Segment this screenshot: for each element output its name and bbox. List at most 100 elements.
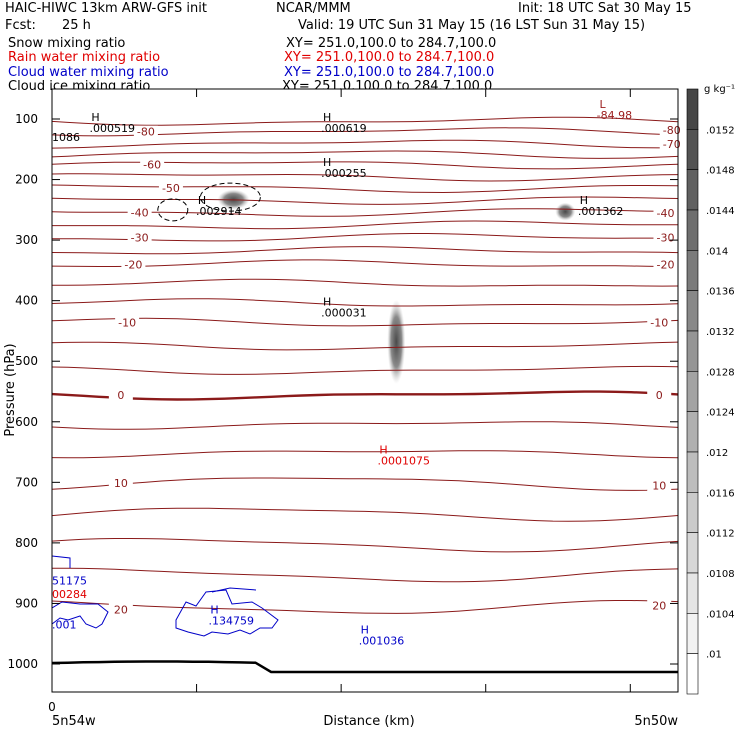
contour-label: 20 [652,599,666,612]
extremum-marker: H [379,443,387,456]
contour-label-bg [647,479,672,492]
temperature-contour [52,567,678,583]
temperature-contour [52,246,678,255]
cloud-water-contours [52,555,279,637]
edge-value-label: 51175 [52,574,87,587]
temperature-contour [52,259,678,268]
temperature-contour [52,116,678,126]
extremum-marker: H [323,296,331,309]
temperature-contour [52,600,678,614]
temperature-contour [52,341,678,351]
contour-label-bg [659,123,684,136]
contour-label: -40 [131,206,149,219]
cloud-ice-contour [199,182,261,212]
extremum-value: -84.98 [597,109,632,122]
contour-label: -70 [663,138,681,151]
extremum-marker: H [323,111,331,124]
forecast-label: Fcst: [5,18,36,33]
temperature-contour [52,208,678,217]
contour-label: 10 [114,477,128,490]
temperature-contour [52,233,678,242]
contour-label-bg [108,476,133,489]
extremum-value: .134759 [209,615,255,628]
valid-time: Valid: 19 UTC Sun 31 May 15 (16 LST Sun … [298,18,646,33]
y-tick-label: 200 [15,173,38,187]
colorbar-tick-label: .01 [706,650,722,661]
y-axis-label: Pressure (hPa) [3,343,18,436]
extremum-value: .0001075 [378,454,431,467]
y-tick-label: 400 [15,294,38,308]
plot-area [52,89,678,692]
contour-label-bg [647,389,672,402]
y-tick-label: 800 [15,536,38,550]
cloud-water-contour [52,555,71,568]
cloud-ice-contour [157,198,189,222]
colorbar-tick-label: .0144 [706,206,735,217]
colorbar-swatch [686,451,699,493]
y-tick-label: 300 [15,233,38,247]
field-cloudwater-name: Cloud water mixing ratio [8,65,169,80]
contour-label-bg [653,258,678,271]
y-tick-label: 500 [15,354,38,368]
temperature-contour [52,477,678,491]
contour-label: -50 [162,182,180,195]
temperature-contour [52,507,678,522]
temperature-contour [52,317,678,327]
colorbar-tick-label: .0124 [706,408,735,419]
x-start-tick-label: 0 [48,700,56,714]
contour-label: -80 [663,124,681,137]
colorbar-tick-label: .0108 [706,569,735,580]
temperature-contour [52,220,678,230]
contour-label-bg [115,316,140,329]
y-tick-label: 700 [15,475,38,489]
contour-label: -10 [118,316,136,329]
field-snow-name: Snow mixing ratio [8,36,126,51]
contour-label-bg [121,258,146,271]
colorbar-tick-label: .0148 [706,166,735,177]
extremum-marker: H [323,156,331,169]
colorbar-swatch [686,169,699,211]
contour-label-bg [647,599,672,612]
contour-label: 10 [652,479,666,492]
cloud-water-contour [52,601,109,629]
colorbar-tick-label: .0116 [706,488,735,499]
contour-label: -40 [656,207,674,220]
extremum-value: .001036 [359,635,405,648]
colorbar-tick-label: .014 [706,246,728,257]
contour-label: -60 [143,158,161,171]
colorbar-swatch [686,290,699,332]
temperature-contour [52,196,678,205]
temperature-contour [52,139,678,149]
contour-label-bg [647,316,672,329]
extremum-value: .000031 [321,307,367,320]
temperature-contours [52,116,678,674]
temperature-contour [52,278,678,287]
y-tick-label: 900 [15,596,38,610]
y-tick-label: 1000 [7,657,38,671]
x-left-location-label: 5n54w [52,714,96,729]
temperature-contour [52,184,678,194]
contour-label-bg [127,231,152,244]
colorbar-swatch [686,330,699,372]
colorbar-tick-label: .0128 [706,367,735,378]
colorbar: .0152 .0148 .0144 .014 .0136 .0132 .0128 .0124.… [686,88,735,695]
colorbar-tick-label: .0132 [706,327,735,338]
field-cloudwater-xy: XY= 251.0,100.0 to 284.7,100.0 [284,65,495,80]
colorbar-swatch [686,572,699,614]
snow-shading [555,202,576,221]
contour-label: -30 [131,232,149,245]
init-time: Init: 18 UTC Sat 30 May 15 [518,1,692,16]
contour-label: 20 [114,604,128,617]
colorbar-tick-label: .0136 [706,287,735,298]
colorbar-tick-label: .0152 [706,125,735,136]
contour-label: -80 [137,126,155,139]
extremum-value: .000619 [321,122,367,135]
contour-label-bg [127,206,152,219]
cloud-water-contour [211,587,257,593]
extremum-value: .000519 [90,122,136,135]
temperature-contour [52,365,678,375]
x-axis-label: Distance (km) [323,714,414,729]
contour-labels: -80 -80-70-60-50-40 -40-30 -30-20 -20-10 -100… [52,98,684,648]
extremum-value: .002914 [196,205,242,218]
